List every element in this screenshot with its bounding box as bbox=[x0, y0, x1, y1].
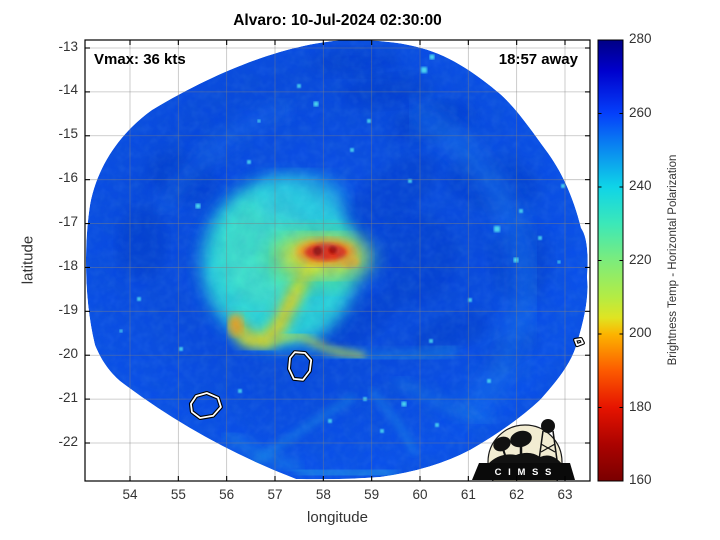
y-tick-label: -16 bbox=[58, 170, 78, 186]
y-tick-label: -18 bbox=[58, 257, 78, 273]
y-tick-label: -21 bbox=[58, 389, 78, 405]
colorbar-tick-label: 280 bbox=[629, 31, 652, 46]
y-tick-label: -13 bbox=[58, 38, 78, 54]
colorbar-tick-label: 260 bbox=[629, 104, 652, 120]
scatter-speckle bbox=[257, 119, 261, 123]
y-tick-label: -15 bbox=[58, 126, 78, 142]
colorbar-label: Brightness Temp - Horizontal Polarizatio… bbox=[667, 154, 679, 366]
x-tick-label: 57 bbox=[267, 487, 283, 502]
time-annotation: 18:57 away bbox=[498, 51, 578, 68]
colorbar-tick-label: 220 bbox=[629, 251, 652, 267]
scatter-speckle bbox=[494, 226, 500, 232]
cimss-logo bbox=[472, 419, 575, 481]
colorbar-tick-label: 160 bbox=[629, 472, 652, 487]
scatter-speckle bbox=[557, 260, 561, 264]
x-tick-label: 56 bbox=[219, 487, 235, 502]
satellite-dish-icon bbox=[493, 436, 511, 452]
scatter-speckle bbox=[297, 84, 301, 88]
scatter-speckle bbox=[179, 347, 183, 351]
cimss-logo-hill bbox=[488, 452, 562, 464]
scatter-speckle bbox=[429, 339, 433, 343]
x-tick-label: 62 bbox=[509, 487, 525, 502]
satellite-dish-icon bbox=[510, 430, 532, 448]
water-tower-icon bbox=[541, 419, 555, 433]
scatter-speckle bbox=[468, 298, 472, 302]
scatter-speckle bbox=[435, 423, 439, 427]
scatter-speckle bbox=[487, 379, 491, 383]
colorbar-tick-label: 180 bbox=[629, 398, 652, 414]
scatter-speckle bbox=[561, 184, 565, 188]
scatter-speckle bbox=[367, 119, 371, 123]
x-tick-label: 63 bbox=[557, 487, 573, 502]
x-tick-label: 61 bbox=[460, 487, 476, 502]
plot-title: Alvaro: 10-Jul-2024 02:30:00 bbox=[233, 12, 442, 29]
contour-overlay bbox=[188, 337, 585, 420]
x-tick-label: 60 bbox=[412, 487, 428, 502]
x-tick-label: 58 bbox=[315, 487, 331, 502]
colorbar-gradient bbox=[598, 40, 623, 481]
scatter-speckle bbox=[408, 179, 412, 183]
colorbar-tick-label: 240 bbox=[629, 178, 652, 193]
scatter-speckle bbox=[421, 67, 427, 73]
cimss-logo-banner bbox=[472, 463, 575, 480]
x-axis-label: longitude bbox=[307, 509, 368, 526]
scatter-speckle bbox=[247, 160, 251, 164]
scatter-speckle bbox=[538, 236, 542, 240]
y-tick-label: -17 bbox=[58, 214, 78, 230]
scatter-speckle bbox=[195, 203, 201, 209]
scatter-speckle bbox=[119, 329, 123, 333]
x-tick-label: 59 bbox=[364, 487, 380, 502]
scatter-speckle bbox=[401, 401, 407, 407]
scatter-speckle bbox=[238, 389, 242, 393]
grid-layer bbox=[85, 40, 590, 481]
y-tick-label: -19 bbox=[58, 301, 78, 317]
scatter-speckle bbox=[429, 54, 435, 60]
y-tick-label: -22 bbox=[58, 433, 78, 449]
scatter-speckle bbox=[137, 297, 141, 301]
scatter-speckle bbox=[313, 101, 319, 107]
plot-frame bbox=[84, 39, 591, 482]
scatter-speckle bbox=[380, 429, 384, 433]
cimss-logo-text: C I M S S bbox=[494, 467, 554, 478]
colorbar-tick-label: 200 bbox=[629, 325, 652, 340]
x-tick-label: 54 bbox=[122, 487, 138, 502]
scatter-speckle bbox=[328, 419, 332, 423]
scatter-speckle bbox=[513, 257, 519, 263]
x-tick-label: 55 bbox=[170, 487, 186, 502]
scatter-speckle bbox=[350, 148, 354, 152]
colorbar bbox=[597, 39, 624, 482]
y-tick-label: -20 bbox=[58, 345, 78, 361]
scatter-speckle bbox=[519, 209, 523, 213]
vmax-annotation: Vmax: 36 kts bbox=[94, 51, 186, 68]
y-tick-label: -14 bbox=[58, 82, 78, 98]
